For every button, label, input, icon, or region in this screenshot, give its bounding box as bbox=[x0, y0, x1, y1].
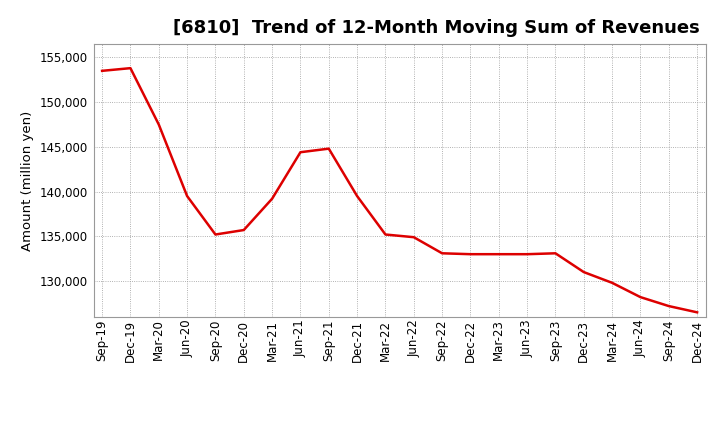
Text: [6810]  Trend of 12-Month Moving Sum of Revenues: [6810] Trend of 12-Month Moving Sum of R… bbox=[174, 19, 700, 37]
Y-axis label: Amount (million yen): Amount (million yen) bbox=[21, 110, 35, 250]
